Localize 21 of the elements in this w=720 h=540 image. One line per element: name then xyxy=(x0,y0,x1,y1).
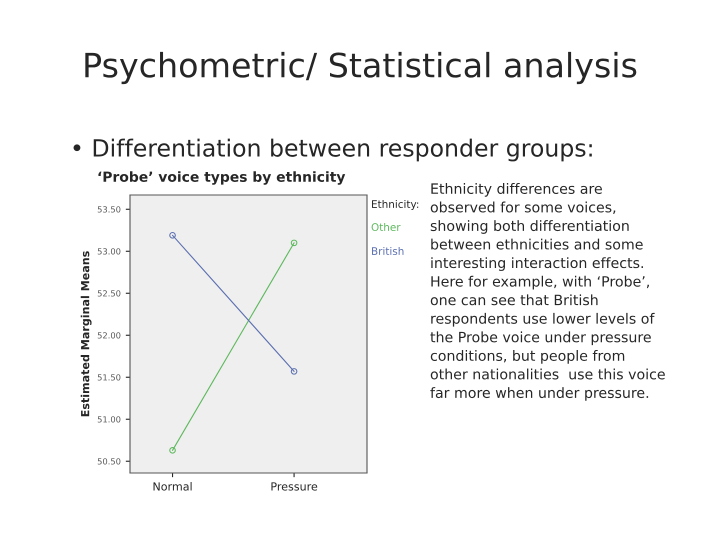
point xyxy=(290,368,298,375)
x-tick-label: Normal xyxy=(154,482,192,491)
text: ‘Probe’ voice types by ethnicity xyxy=(98,171,346,185)
point xyxy=(169,232,176,239)
y-tick-label: 53.00 xyxy=(98,248,120,255)
y-tick-label: 51.00 xyxy=(98,416,120,423)
text: Other xyxy=(372,222,401,232)
x-tick-label: Pressure xyxy=(271,482,318,491)
chart-title: Psychometric/ Statistical analysis xyxy=(85,52,636,84)
y-tick-label: 53.50 xyxy=(98,206,120,213)
y-tick-label: 52.50 xyxy=(98,290,120,297)
y-tick-label: 51.50 xyxy=(98,374,120,381)
y-tick-label: 50.50 xyxy=(98,458,120,465)
point xyxy=(290,240,298,246)
point xyxy=(169,447,176,454)
chart-subtitle: • Differentiation between responder groups: xyxy=(74,138,592,162)
y-tick-label: 52.00 xyxy=(98,332,120,339)
text: Ethnicity differences are observed for some voices, showing both differentiation between ethnicities and some interesting interaction effects. Here for example, with ‘Probe’, one can see that British respondents use lower levels of the Probe voice under pressure conditions, but people from other nationalities use this voice far more when under pressure. xyxy=(430,183,665,401)
text: British xyxy=(372,246,404,256)
y-axis-title: Estimated Marginal Means xyxy=(80,251,92,416)
legend-title: Ethnicity: xyxy=(372,200,418,210)
